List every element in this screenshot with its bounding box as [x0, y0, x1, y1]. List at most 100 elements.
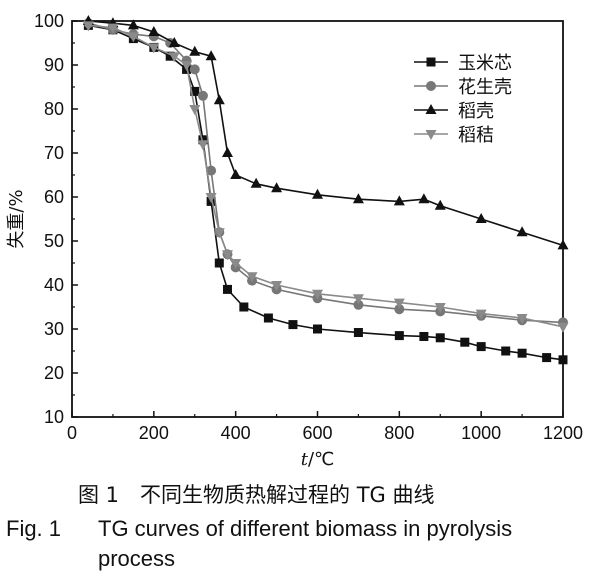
data-point [107, 23, 119, 34]
legend-label: 稻壳 [458, 101, 494, 122]
caption-figure-label: Fig. 1 [6, 516, 62, 541]
data-point [213, 228, 225, 239]
data-point [213, 94, 225, 105]
series-1 [83, 20, 568, 365]
x-tick-label: 1000 [461, 423, 501, 443]
y-tick-label: 70 [44, 143, 64, 163]
series-4 [82, 21, 569, 333]
data-point [222, 284, 232, 294]
data-point [82, 21, 94, 32]
data-point [542, 353, 552, 363]
data-point [148, 26, 160, 36]
x-axis-label: t/℃ [301, 449, 335, 470]
data-point [475, 309, 487, 320]
legend-marker [426, 81, 436, 91]
x-tick-label: 200 [139, 423, 169, 443]
caption-chinese: 图 1 不同生物质热解过程的 TG 曲线 [78, 483, 435, 507]
data-point [246, 272, 258, 283]
series-layer [82, 15, 569, 365]
data-point [517, 348, 527, 358]
data-point [190, 86, 200, 96]
data-point [353, 328, 363, 338]
data-point [205, 50, 217, 61]
data-point [271, 182, 283, 193]
data-point [352, 193, 364, 204]
data-point [558, 355, 568, 365]
data-point [148, 43, 160, 54]
data-point [557, 239, 569, 250]
caption-english-line1: TG curves of different biomass in pyroly… [98, 516, 513, 541]
legend-label: 稻秸 [458, 125, 494, 146]
legend-label: 玉米芯 [458, 53, 512, 74]
y-tick-label: 40 [44, 275, 64, 295]
axes: 0 200 400 600 800 1000 1200 10 20 30 40 50 60 70 80 90 1… [6, 11, 583, 470]
x-tick-label: 1200 [543, 423, 583, 443]
data-point [394, 331, 404, 341]
data-point [516, 226, 528, 237]
legend-marker [425, 104, 437, 114]
data-point [197, 90, 208, 101]
data-point [206, 165, 217, 176]
data-point [205, 193, 217, 203]
data-point [181, 61, 193, 71]
y-axis-label: 失重/% [6, 189, 27, 248]
data-point [475, 213, 487, 223]
x-tick-label: 800 [384, 423, 414, 443]
data-point [230, 169, 242, 179]
data-point [189, 45, 201, 56]
x-tick-label: 0 [67, 423, 77, 443]
y-tick-label: 30 [44, 319, 64, 339]
x-tick-label: 400 [221, 423, 251, 443]
data-point [221, 250, 233, 261]
data-point [189, 64, 200, 75]
y-tick-label: 60 [44, 187, 64, 207]
data-point [394, 304, 405, 315]
data-point [221, 147, 233, 157]
caption-english: Fig. 1 TG curves of different biomass in … [6, 514, 594, 574]
data-point [313, 324, 322, 334]
series-3 [82, 15, 569, 250]
data-point [214, 258, 224, 268]
data-point [239, 302, 249, 312]
data-point [198, 135, 208, 145]
data-point [168, 52, 180, 63]
series-line [88, 24, 564, 361]
data-point [418, 193, 430, 204]
tg-chart: 0 200 400 600 800 1000 1200 10 20 30 40 50 60 70 80 90 1… [6, 11, 583, 470]
data-point [557, 322, 569, 333]
caption-english-line2: process [98, 546, 176, 571]
data-point [353, 299, 364, 310]
data-point [312, 289, 323, 300]
data-point [393, 195, 405, 206]
data-point [352, 294, 364, 305]
data-point [419, 331, 429, 341]
legend-marker [425, 130, 437, 140]
data-point [165, 51, 175, 61]
data-point [288, 320, 298, 330]
y-tick-label: 100 [34, 11, 64, 31]
data-point [197, 140, 209, 151]
data-point [127, 19, 139, 30]
data-point [250, 177, 262, 188]
y-tick-label: 80 [44, 99, 64, 119]
y-tick-label: 50 [44, 231, 64, 251]
data-point [312, 188, 323, 199]
legend-label: 花生壳 [458, 77, 512, 98]
data-point [168, 37, 180, 47]
data-point [230, 259, 242, 269]
y-tick-label: 20 [44, 363, 64, 383]
y-tick-label: 90 [44, 55, 64, 75]
data-point [476, 342, 486, 352]
data-point [127, 32, 139, 43]
data-point [460, 337, 470, 347]
data-point [189, 105, 201, 115]
data-point [435, 333, 445, 343]
legend-marker [426, 57, 436, 67]
x-tick-label: 600 [302, 423, 332, 443]
data-point [501, 346, 511, 356]
data-point [263, 313, 273, 323]
data-point [393, 298, 405, 309]
data-point [434, 199, 446, 210]
data-point [434, 303, 446, 313]
